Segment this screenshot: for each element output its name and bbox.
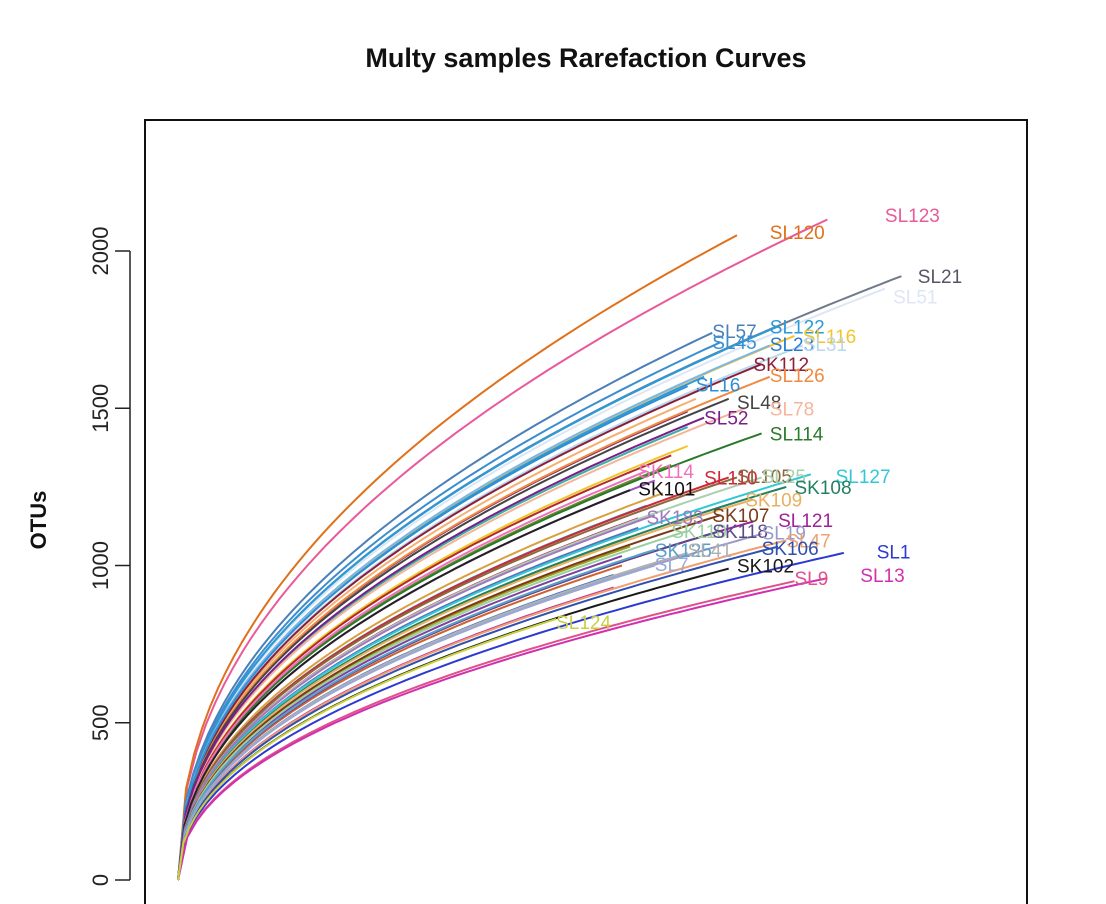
y-tick-label: 1000 xyxy=(88,541,113,590)
series-curve-sk112 xyxy=(177,363,762,881)
series-label-sl31: SL31 xyxy=(803,335,847,356)
series-label-sk125: SK125 xyxy=(655,541,712,562)
series-label-sl51: SL51 xyxy=(893,288,937,309)
series-label-sk106: SK106 xyxy=(762,539,819,560)
chart-title: Multy samples Rarefaction Curves xyxy=(365,43,806,73)
series-label-sl13: SL13 xyxy=(860,566,904,587)
series-curve-sl7 xyxy=(177,564,656,881)
series-curve-sk109 xyxy=(177,498,754,881)
series-curve-sk106 xyxy=(177,545,779,881)
series-label-sl126: SL126 xyxy=(770,366,825,387)
series-curve-sl124 xyxy=(177,618,557,881)
series-label-sl21: SL21 xyxy=(918,267,962,288)
series-label-sl48: SL48 xyxy=(737,393,781,414)
series-curve-sl13 xyxy=(177,577,828,881)
series-label-sl105: SL105 xyxy=(737,467,792,488)
series-curve-sk110 xyxy=(177,529,688,881)
series-curve xyxy=(177,397,697,881)
series-curve-sl120 xyxy=(177,234,738,881)
series-label-sk108: SK108 xyxy=(795,478,852,499)
series-curve-sk107 xyxy=(177,514,721,881)
series-curve-sl123 xyxy=(177,218,828,881)
series-curve-sk114 xyxy=(177,470,647,881)
series-label-sk114: SK114 xyxy=(638,462,694,483)
series-label-sl41: SL41 xyxy=(688,541,732,562)
series-label-sl23: SL23 xyxy=(770,335,814,356)
series-curve xyxy=(177,454,672,881)
series-label-sl120: SL120 xyxy=(770,223,825,244)
series-curve-sk183 xyxy=(177,514,656,881)
series-curve-sl127 xyxy=(177,473,812,881)
series-label-sk101: SK101 xyxy=(638,479,695,500)
series-curve-sl48 xyxy=(177,397,730,881)
series-curve xyxy=(177,492,664,881)
series-label-sl110: SL110 xyxy=(704,468,758,489)
series-label-sl127: SL127 xyxy=(836,467,891,488)
y-tick-label: 0 xyxy=(88,874,113,886)
series-label-sk118: SK118 xyxy=(712,522,768,543)
series-label-sl9: SL9 xyxy=(795,569,829,590)
series-curve-sl23 xyxy=(177,344,771,881)
series-label-sl116: SL116 xyxy=(803,327,857,348)
series-curve-sl57 xyxy=(177,331,713,881)
series-label-sk109: SK109 xyxy=(745,491,802,512)
y-axis-label: OTUs xyxy=(26,491,51,550)
series-curve-sl52 xyxy=(177,416,705,881)
series-label-sl114: SL114 xyxy=(770,424,824,445)
series-curve-sl1 xyxy=(177,551,845,881)
series-label-sl122: SL122 xyxy=(770,318,825,339)
series-curve-sl16 xyxy=(177,385,689,881)
series-label-sl45: SL45 xyxy=(712,333,756,354)
series-curve xyxy=(177,564,623,881)
series-label-sl1: SL1 xyxy=(877,542,911,563)
curve-group xyxy=(177,218,902,881)
plot-frame xyxy=(144,119,1028,904)
series-label-sl47: SL47 xyxy=(786,531,830,552)
series-label-sk102: SK102 xyxy=(737,557,794,578)
series-label-sk107: SK107 xyxy=(712,506,769,527)
series-curve-sl122 xyxy=(177,325,779,881)
series-label-sk112: SK112 xyxy=(753,355,809,376)
series-label-sl7: SL7 xyxy=(655,555,689,576)
y-tick-label: 500 xyxy=(88,704,113,741)
series-label-sl52: SL52 xyxy=(704,409,748,430)
series-label-sl57: SL57 xyxy=(712,322,756,343)
series-label-sl124: SL124 xyxy=(556,613,611,634)
series-curve-sl45 xyxy=(177,341,721,881)
series-curve-sl105 xyxy=(177,476,738,881)
series-curve-sl126 xyxy=(177,375,771,881)
series-curve-sk125 xyxy=(177,548,656,881)
y-tick-label: 2000 xyxy=(88,227,113,276)
series-label-sl25: SL25 xyxy=(762,467,806,488)
series-curve-sl47 xyxy=(177,539,787,881)
series-curve-sl114 xyxy=(177,432,762,881)
series-curve-sl78 xyxy=(177,407,746,881)
series-label-sk110: SK110 xyxy=(671,522,727,543)
series-label-sl19: SL19 xyxy=(762,524,806,545)
series-curve-sk101 xyxy=(177,489,631,881)
series-curve-sl9 xyxy=(177,580,795,881)
series-label-sl123: SL123 xyxy=(885,206,940,227)
series-label-sl16: SL16 xyxy=(696,376,740,397)
series-curve xyxy=(177,555,623,881)
series-label-sl78: SL78 xyxy=(770,399,814,420)
series-label-sl121: SL121 xyxy=(778,511,833,532)
series-label-sk183: SK183 xyxy=(647,508,704,529)
y-axis: 0 500 1000 1500 2000 xyxy=(88,227,131,886)
series-curve-sl51 xyxy=(177,287,886,881)
y-tick-label: 1500 xyxy=(88,384,113,433)
